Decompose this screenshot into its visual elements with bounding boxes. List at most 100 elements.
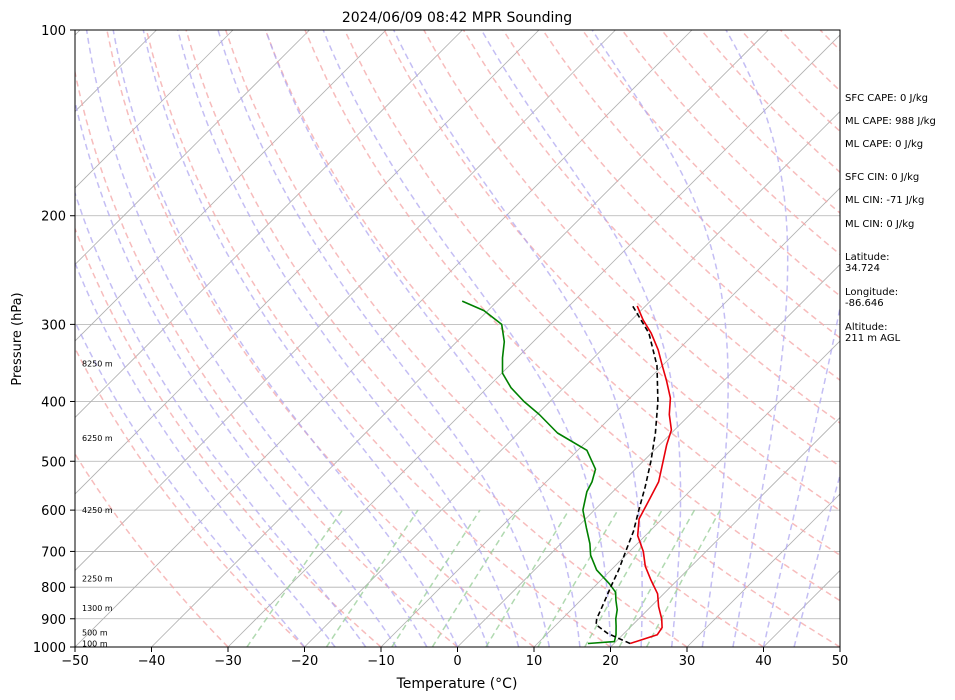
moist-adiabat-line <box>591 30 729 647</box>
x-tick-label: 20 <box>602 654 619 669</box>
moist-adiabat-line <box>322 30 612 647</box>
longitude-label: Longitude: <box>845 287 899 298</box>
moist-adiabat-line <box>75 260 336 647</box>
ml-cin-text: ML CIN: -71 J/kg <box>845 195 925 206</box>
isotherm-line <box>533 340 840 647</box>
latitude-label: Latitude: <box>845 252 890 263</box>
x-tick-label: 0 <box>453 654 461 669</box>
dry-adiabat-line <box>75 452 229 647</box>
isotherm-line <box>610 416 840 647</box>
dry-adiabat-line <box>383 30 840 512</box>
data-lines <box>461 300 673 645</box>
dry-adiabat-line <box>939 30 955 647</box>
longitude-value: -86.646 <box>845 298 884 309</box>
sfc-cin-text: SFC CIN: 0 J/kg <box>845 172 920 183</box>
dry-adiabat-line <box>304 30 840 602</box>
dry-adiabat-line <box>264 30 840 647</box>
ml-cape-text-2: ML CAPE: 0 J/kg <box>845 139 924 150</box>
isotherm-line <box>380 187 840 647</box>
y-tick-label: 500 <box>41 455 66 470</box>
temperature-profile <box>629 305 673 645</box>
moist-adiabat-line <box>217 30 551 647</box>
moist-adiabat-line <box>793 472 840 647</box>
y-tick-label: 300 <box>41 318 66 333</box>
mixing-ratio-line <box>431 509 519 647</box>
y-tick-label: 800 <box>41 581 66 596</box>
y-tick-label: 100 <box>41 24 66 39</box>
x-tick-label: 50 <box>832 654 849 669</box>
y-tick-label: 700 <box>41 545 66 560</box>
moist-adiabat-line <box>762 303 840 647</box>
height-label: 4250 m <box>82 506 113 515</box>
x-tick-label: −50 <box>61 654 88 669</box>
isotherm-line <box>75 30 310 266</box>
plot-frame <box>74 29 841 648</box>
height-label: 100 m <box>82 639 108 648</box>
mixing-ratio-line <box>325 509 419 647</box>
dry-adiabat-line <box>75 346 306 647</box>
dry-adiabat-line <box>423 30 840 468</box>
axes: −50 −40 −30 −20 −10 0 10 20 30 40 50 100 200 300 400 50… <box>33 24 848 669</box>
background-lines <box>0 30 955 647</box>
moist-adiabat-line <box>177 30 520 647</box>
x-axis-label: Temperature (°C) <box>396 676 518 692</box>
y-tick-label: 1000 <box>33 641 66 656</box>
dry-adiabat-line <box>75 68 458 647</box>
height-label: 8250 m <box>82 359 113 368</box>
dry-adiabat-line <box>185 30 688 647</box>
altitude-value: 211 m AGL <box>845 333 901 344</box>
dry-adiabat-line <box>343 30 840 557</box>
mixing-ratio-line <box>246 509 344 647</box>
mixing-ratio-line <box>391 509 481 647</box>
height-label: 1300 m <box>82 604 113 613</box>
isotherm-line <box>75 30 616 572</box>
x-tick-label: 10 <box>526 654 543 669</box>
mixing-ratio-line <box>485 509 570 647</box>
dewpoint-profile <box>461 300 618 645</box>
y-tick-label: 200 <box>41 210 66 225</box>
isotherm-line <box>75 30 463 419</box>
chart-title: 2024/06/09 08:42 MPR Sounding <box>342 10 572 26</box>
moist-adiabat-line <box>112 30 459 647</box>
x-tick-label: −10 <box>367 654 394 669</box>
isotherm-line <box>75 30 387 342</box>
mixing-ratio-line <box>537 509 619 647</box>
x-tick-label: 40 <box>755 654 772 669</box>
mixing-ratio-line <box>584 509 663 647</box>
ml-cape-text: ML CAPE: 988 J/kg <box>845 116 936 127</box>
parcel-profile <box>595 305 659 645</box>
isotherm-line <box>304 110 840 647</box>
height-label: 500 m <box>82 629 108 638</box>
moist-adiabat-line <box>75 190 367 647</box>
isotherm-line <box>151 30 769 647</box>
isotherm-line <box>75 30 234 189</box>
x-tick-label: −30 <box>214 654 241 669</box>
y-tick-label: 400 <box>41 395 66 410</box>
x-tick-label: −40 <box>138 654 165 669</box>
moist-adiabat-line <box>264 30 581 647</box>
y-tick-label: 900 <box>41 613 66 628</box>
mixing-ratio-line <box>618 509 696 647</box>
sfc-cape-text: SFC CAPE: 0 J/kg <box>845 93 928 104</box>
y-tick-label: 600 <box>41 504 66 519</box>
x-tick-label: −20 <box>291 654 318 669</box>
altitude-label: Altitude: <box>845 322 888 333</box>
dry-adiabat-line <box>145 30 611 647</box>
dry-adiabat-line <box>224 30 764 647</box>
height-label: 6250 m <box>82 434 113 443</box>
isotherm-line <box>75 30 540 495</box>
mixing-ratio-line <box>645 509 721 647</box>
ml-cin-text-2: ML CIN: 0 J/kg <box>845 219 915 230</box>
isotherm-line <box>227 34 840 647</box>
moist-adiabat-line <box>393 30 643 647</box>
y-axis-label: Pressure (hPa) <box>10 292 25 385</box>
moist-adiabat-line <box>725 30 789 647</box>
moist-adiabat-line <box>85 30 428 647</box>
isotherm-line <box>0 30 4 647</box>
x-tick-label: 30 <box>679 654 696 669</box>
moist-adiabat-line <box>75 98 397 647</box>
latitude-value: 34.724 <box>845 263 880 274</box>
dry-adiabat-line <box>106 30 535 647</box>
